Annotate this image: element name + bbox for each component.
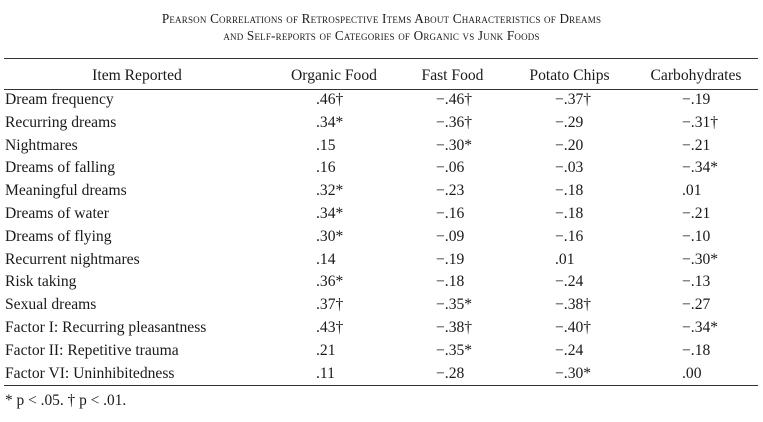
potato-chips-value: −.24	[555, 273, 584, 291]
header-rule	[4, 89, 758, 90]
bottom-rule	[4, 385, 758, 386]
carbohydrates-value: −.30*	[682, 250, 719, 268]
row-label: Dreams of flying	[5, 227, 112, 245]
potato-chips-value: −.18	[555, 182, 584, 200]
table-row: Sexual dreams .37† −.35* −.38† −.27	[4, 294, 760, 317]
carbohydrates-value: −.34*	[682, 159, 719, 177]
organic-food-value: .11	[316, 364, 335, 382]
potato-chips-value: −.18	[555, 204, 584, 222]
organic-food-value: .34*	[316, 204, 344, 222]
correlation-table: Item Reported Organic Food Fast Food Pot…	[4, 62, 760, 385]
potato-chips-value: −.03	[555, 159, 584, 177]
carbohydrates-value: .01	[682, 182, 702, 200]
table-row: Recurring dreams .34* −.36† −.29 −.31†	[4, 112, 760, 135]
fast-food-value: −.23	[436, 182, 465, 200]
carbohydrates-value: −.21	[682, 136, 711, 154]
fast-food-value: −.35*	[436, 341, 473, 359]
table-row: Recurrent nightmares .14 −.19 .01 −.30*	[4, 249, 760, 272]
table-row: Risk taking .36* −.18 −.24 −.13	[4, 271, 760, 294]
fast-food-value: −.16	[436, 204, 465, 222]
table-row: Nightmares .15 −.30* −.20 −.21	[4, 135, 760, 158]
organic-food-value: .46†	[316, 91, 344, 108]
organic-food-value: .37†	[316, 296, 344, 314]
table-row: Dreams of flying .30* −.09 −.16 −.10	[4, 226, 760, 249]
column-header-item: Item Reported	[92, 66, 182, 84]
potato-chips-value: −.20	[555, 136, 584, 154]
fast-food-value: −.38†	[436, 318, 473, 336]
row-label: Risk taking	[5, 273, 77, 291]
column-header-organic-food: Organic Food	[291, 66, 377, 84]
row-label: Dreams of falling	[5, 159, 115, 177]
row-label: Dreams of water	[5, 204, 109, 222]
row-label: Nightmares	[5, 136, 78, 154]
fast-food-value: −.35*	[436, 296, 473, 314]
row-label: Recurring dreams	[5, 113, 117, 131]
fast-food-value: −.46†	[436, 91, 473, 108]
organic-food-value: .21	[316, 341, 336, 359]
potato-chips-value: −.24	[555, 341, 584, 359]
carbohydrates-value: −.10	[682, 227, 711, 245]
organic-food-value: .43†	[316, 318, 344, 336]
row-label: Factor I: Recurring pleasantness	[5, 318, 207, 336]
row-label: Meaningful dreams	[5, 182, 127, 200]
table-row: Factor II: Repetitive trauma .21 −.35* −.24…	[4, 340, 760, 363]
row-label: Factor II: Repetitive trauma	[5, 341, 179, 359]
row-label: Sexual dreams	[5, 296, 97, 314]
carbohydrates-value: −.19	[682, 91, 711, 108]
carbohydrates-value: .00	[682, 364, 702, 382]
table-row: Dreams of water .34* −.16 −.18 −.21	[4, 203, 760, 226]
organic-food-value: .30*	[316, 227, 344, 245]
potato-chips-value: −.40†	[555, 318, 592, 336]
carbohydrates-value: −.31†	[682, 113, 719, 131]
table-title-line-1: Pearson Correlations of Retrospective It…	[161, 11, 602, 26]
top-rule	[4, 58, 758, 59]
row-label: Factor VI: Uninhibitedness	[5, 364, 175, 382]
column-header-carbohydrates: Carbohydrates	[650, 66, 742, 84]
carbohydrates-value: −.18	[682, 341, 711, 359]
table-row: Meaningful dreams .32* −.23 −.18 .01	[4, 180, 760, 203]
table-title-line-2: and Self-reports of Categories of Organi…	[223, 28, 540, 43]
potato-chips-value: −.29	[555, 113, 584, 131]
potato-chips-value: −.37†	[555, 91, 592, 108]
carbohydrates-value: −.34*	[682, 318, 719, 336]
column-header-potato-chips: Potato Chips	[529, 66, 610, 84]
fast-food-value: −.06	[436, 159, 465, 177]
footnote: * p < .05. † p < .01.	[5, 392, 127, 409]
table-row: Dreams of falling .16 −.06 −.03 −.34*	[4, 157, 760, 180]
row-label: Recurrent nightmares	[5, 250, 140, 268]
row-label: Dream frequency	[5, 91, 114, 108]
organic-food-value: .15	[316, 136, 336, 154]
carbohydrates-value: −.21	[682, 204, 711, 222]
organic-food-value: .14	[316, 250, 336, 268]
table-row: Factor VI: Uninhibitedness .11 −.28 −.30* .0…	[4, 363, 760, 386]
carbohydrates-value: −.27	[682, 296, 711, 314]
fast-food-value: −.18	[436, 273, 465, 291]
table-row: Factor I: Recurring pleasantness .43† −.38…	[4, 317, 760, 340]
carbohydrates-value: −.13	[682, 273, 711, 291]
fast-food-value: −.30*	[436, 136, 473, 154]
fast-food-value: −.28	[436, 364, 465, 382]
fast-food-value: −.09	[436, 227, 465, 245]
organic-food-value: .32*	[316, 182, 344, 200]
organic-food-value: .36*	[316, 273, 344, 291]
organic-food-value: .16	[316, 159, 336, 177]
table-row: Dream frequency .46† −.46† −.37† −.19	[4, 89, 760, 112]
fast-food-value: −.19	[436, 250, 465, 268]
potato-chips-value: −.38†	[555, 296, 592, 314]
potato-chips-value: −.16	[555, 227, 584, 245]
fast-food-value: −.36†	[436, 113, 473, 131]
table-header-row: Item Reported Organic Food Fast Food Pot…	[4, 62, 760, 89]
potato-chips-value: .01	[555, 250, 575, 268]
potato-chips-value: −.30*	[555, 364, 592, 382]
organic-food-value: .34*	[316, 113, 344, 131]
column-header-fast-food: Fast Food	[421, 66, 484, 84]
